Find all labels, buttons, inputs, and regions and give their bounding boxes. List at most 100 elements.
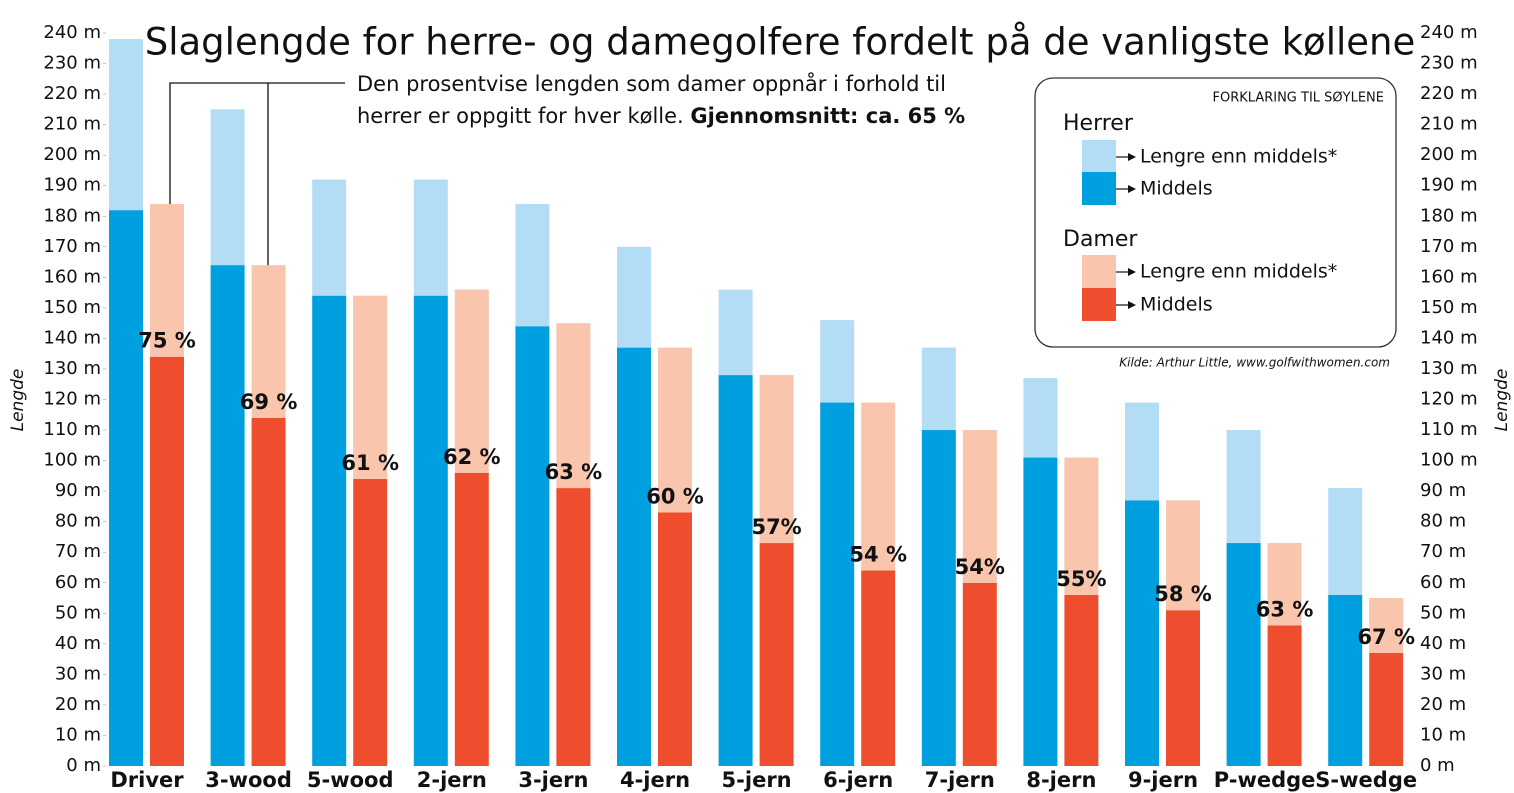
percent-label: 54% (955, 555, 1005, 579)
source: Kilde: Arthur Little, www.golfwithwomen.… (1119, 356, 1390, 370)
bar (1023, 378, 1058, 458)
y2-tick-label: 100 m (1420, 450, 1478, 471)
y2-tick-label: 0 m (1420, 755, 1455, 776)
y-tick-label: 120 m (43, 389, 101, 410)
bar (861, 402, 896, 571)
bar (312, 295, 347, 766)
bar (1226, 543, 1261, 766)
y-tick-label: 190 m (43, 175, 101, 196)
bar (353, 478, 388, 766)
bar (150, 204, 184, 357)
y2-tick-label: 110 m (1420, 419, 1478, 440)
y-tick-label: 150 m (43, 297, 101, 318)
bar (1064, 457, 1099, 595)
y2-tick-label: 60 m (1420, 572, 1466, 593)
bar (962, 582, 997, 766)
annotation-bold: Gjennomsnitt: ca. 65 % (690, 104, 965, 128)
y-tick-label: 220 m (43, 83, 101, 104)
y-tick-label: 80 m (55, 511, 101, 532)
x-tick-label: 9-jern (1128, 768, 1198, 792)
x-tick-label: S-wedge (1315, 768, 1417, 792)
bar (515, 326, 550, 766)
bar (1369, 598, 1404, 653)
percent-label: 58 % (1154, 582, 1212, 606)
legend-arrow-head (1128, 185, 1136, 193)
y-tick-label: 100 m (43, 450, 101, 471)
y2-tick-label: 80 m (1420, 511, 1466, 532)
y2-tick-label: 20 m (1420, 694, 1466, 715)
legend-title: FORKLARING TIL SØYLENE (1213, 91, 1384, 106)
y-tick-label: 180 m (43, 205, 101, 226)
x-tick-label: P-wedge (1214, 768, 1316, 792)
bar (1328, 594, 1363, 766)
bar (1064, 594, 1099, 766)
percent-label: 54 % (849, 543, 907, 567)
y2-tick-label: 140 m (1420, 327, 1478, 348)
bar (312, 179, 347, 296)
percent-label: 57% (751, 515, 801, 539)
percent-label: 63 % (545, 460, 603, 484)
bar (759, 543, 794, 766)
legend-arrow-head (1128, 301, 1136, 309)
annotation-line: herrer er oppgitt for hver kølle. (357, 104, 684, 128)
bar (1166, 610, 1200, 766)
bar (251, 265, 286, 418)
y-tick-label: 40 m (55, 633, 101, 654)
x-tick-label: 8-jern (1026, 768, 1096, 792)
y2-tick-label: 10 m (1420, 724, 1466, 745)
bar (210, 109, 245, 266)
x-tick-label: Driver (110, 768, 184, 792)
y-tick-label: 130 m (43, 358, 101, 379)
legend-label: Middels (1140, 178, 1213, 200)
legend-group: Damer (1063, 227, 1138, 252)
bar (251, 417, 286, 766)
legend-swatch (1082, 172, 1116, 205)
y2-tick-label: 180 m (1420, 205, 1478, 226)
y-tick-label: 160 m (43, 266, 101, 287)
legend-box (1034, 77, 1397, 348)
bar (718, 289, 753, 376)
bar (556, 323, 591, 489)
y-tick-label: 230 m (43, 53, 101, 74)
bar (820, 402, 855, 766)
y2-tick-label: 160 m (1420, 266, 1478, 287)
y2-tick-label: 150 m (1420, 297, 1478, 318)
y-tick-label: 20 m (55, 694, 101, 715)
y-tick-label: 70 m (55, 541, 101, 562)
bar (1023, 457, 1058, 766)
y-tick-label: 60 m (55, 572, 101, 593)
bar (617, 347, 651, 766)
percent-label: 69 % (240, 390, 298, 414)
y2-tick-label: 130 m (1420, 358, 1478, 379)
x-tick-label: 7-jern (925, 768, 995, 792)
y2-tick-label: 120 m (1420, 389, 1478, 410)
bar (353, 295, 388, 479)
bar (921, 430, 956, 766)
bar (210, 265, 245, 766)
y2-tick-label: 200 m (1420, 144, 1478, 165)
y2-tick-label: 50 m (1420, 602, 1466, 623)
annotation: herrer er oppgitt for hver kølle. Gjenno… (357, 104, 965, 128)
percent-label: 60 % (646, 485, 704, 509)
percent-label: 67 % (1357, 625, 1415, 649)
y2-tick-label: 190 m (1420, 175, 1478, 196)
legend-label: Lengre enn middels* (1140, 146, 1337, 168)
y-tick-label: 50 m (55, 602, 101, 623)
y-tick-label: 10 m (55, 724, 101, 745)
y2-tick-label: 220 m (1420, 83, 1478, 104)
bar (1125, 402, 1159, 501)
y-tick-label: 240 m (43, 22, 101, 43)
y-tick-label: 90 m (55, 480, 101, 501)
x-tick-label: 4-jern (620, 768, 690, 792)
y-tick-label: 0 m (66, 755, 101, 776)
y-tick-label: 170 m (43, 236, 101, 257)
bar (861, 570, 896, 766)
y-tick-label: 140 m (43, 327, 101, 348)
bar (658, 347, 692, 513)
y-tick-label: 200 m (43, 144, 101, 165)
x-tick-label: 5-jern (722, 768, 792, 792)
bar (413, 295, 448, 766)
x-tick-label: 6-jern (823, 768, 893, 792)
percent-label: 55% (1056, 567, 1106, 591)
